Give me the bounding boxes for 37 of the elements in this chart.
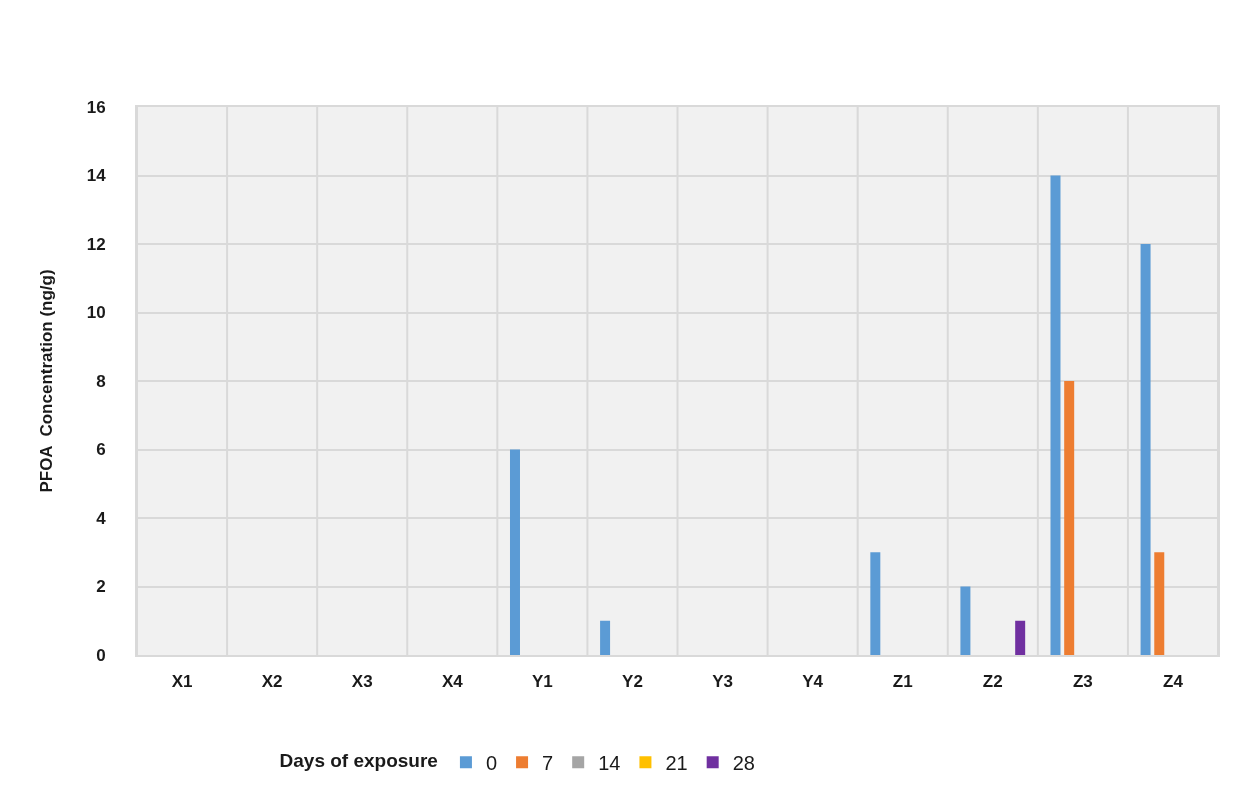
x-tick-label: Z2 [982, 672, 1003, 692]
x-tick-label: Y4 [802, 672, 824, 692]
x-tick-label: Y2 [622, 672, 643, 692]
x-tick-label: Y1 [531, 672, 553, 692]
x-tick-label: X4 [441, 672, 464, 692]
bar [509, 449, 520, 655]
x-tick-label: Y3 [712, 672, 733, 692]
x-tick-label: Z3 [1072, 672, 1093, 692]
y-tick-label: 8 [96, 371, 106, 391]
bar [960, 586, 971, 655]
y-tick-label: 10 [86, 303, 106, 323]
y-tick-label: 12 [86, 234, 106, 254]
legend-label: 0 [485, 751, 498, 774]
y-tick-label: 0 [96, 645, 106, 665]
x-tick-label: Z4 [1163, 672, 1184, 692]
legend-title: Days of exposure [279, 750, 438, 772]
y-axis-title: PFOA Concentration (ng/g) [36, 269, 56, 493]
y-tick-label: 16 [86, 97, 106, 117]
y-tick-label: 14 [86, 166, 107, 186]
y-tick-label: 4 [96, 508, 107, 528]
legend-label: 28 [732, 751, 755, 774]
x-tick-label: X2 [261, 672, 283, 692]
bar [1154, 552, 1165, 655]
legend-label: 7 [542, 751, 554, 774]
bar [1015, 620, 1026, 655]
bar [1064, 381, 1075, 655]
y-tick-label: 6 [96, 440, 106, 460]
bar [1050, 175, 1061, 655]
x-tick-label: X3 [351, 672, 373, 692]
bar [600, 620, 611, 655]
legend-label: 21 [665, 751, 688, 774]
bar [870, 552, 881, 655]
y-tick-label: 2 [96, 577, 106, 597]
x-tick-label: Z1 [892, 672, 913, 692]
x-tick-label: X1 [171, 672, 193, 692]
legend-label: 14 [598, 751, 621, 774]
bar [1140, 244, 1151, 655]
